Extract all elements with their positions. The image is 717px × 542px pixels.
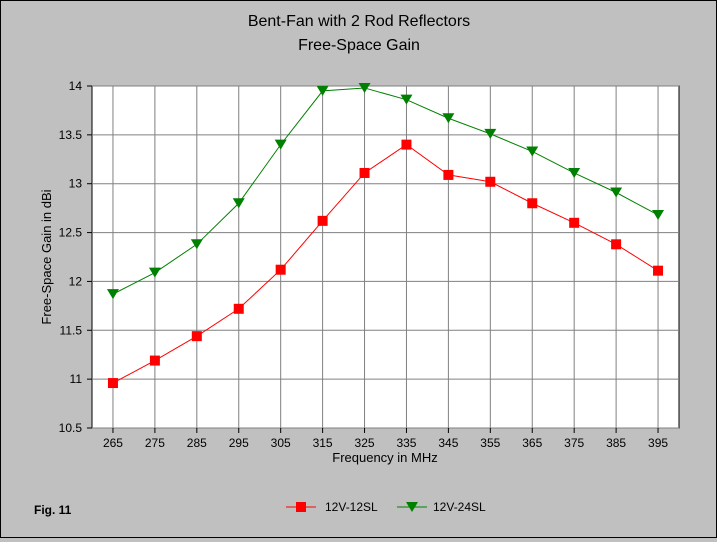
series-layer xyxy=(106,82,665,389)
x-axis-ticks: 265 275 285 295 305 315 325 335 345 355 365 375 385 3… xyxy=(103,428,668,450)
series-0-point-2 xyxy=(191,331,202,342)
series-1-point-6 xyxy=(358,82,371,93)
y-axis-ticks: 10.5 11 11.5 12 12.5 13 13.5 14 xyxy=(59,79,92,435)
series-0-point-3 xyxy=(233,303,244,314)
y-tick-label-1: 11 xyxy=(70,372,83,386)
series-1-point-4 xyxy=(274,139,287,150)
x-tick-label-4: 305 xyxy=(271,436,291,450)
series-0-point-4 xyxy=(275,264,286,275)
x-tick-label-6: 325 xyxy=(355,436,375,450)
legend-marker-1 xyxy=(406,502,418,512)
series-0-point-9 xyxy=(485,176,496,187)
series-0-point-8 xyxy=(443,169,454,180)
chart-title: Bent-Fan with 2 Rod Reflectors xyxy=(248,13,470,30)
legend-marker-0 xyxy=(296,502,306,512)
series-0-point-0 xyxy=(107,378,118,389)
series-1-point-5 xyxy=(316,85,329,96)
y-axis-label: Free-Space Gain in dBi xyxy=(39,189,54,324)
series-1-point-3 xyxy=(232,198,245,209)
series-0-point-11 xyxy=(569,217,580,228)
series-0-point-5 xyxy=(317,215,328,226)
series-line-1 xyxy=(112,87,659,295)
series-line-0 xyxy=(112,144,659,384)
x-tick-label-7: 335 xyxy=(396,436,416,450)
x-tick-label-10: 365 xyxy=(522,436,542,450)
series-1-point-1 xyxy=(148,267,161,278)
x-tick-label-12: 385 xyxy=(606,436,626,450)
y-tick-label-0: 10.5 xyxy=(59,421,83,435)
series-1-point-12 xyxy=(610,187,623,198)
x-tick-label-2: 285 xyxy=(187,436,207,450)
y-tick-label-3: 12 xyxy=(69,274,83,288)
series-1-point-7 xyxy=(400,94,413,105)
y-tick-label-7: 14 xyxy=(69,79,83,93)
plot-area xyxy=(91,85,680,429)
x-tick-label-5: 315 xyxy=(313,436,333,450)
series-0-point-13 xyxy=(653,265,664,276)
series-1-point-9 xyxy=(484,128,497,139)
legend-label-0: 12V-12SL xyxy=(325,500,378,514)
series-1-point-13 xyxy=(652,209,665,220)
chart-subtitle: Free-Space Gain xyxy=(298,37,420,54)
series-1-point-8 xyxy=(442,113,455,124)
x-tick-label-13: 395 xyxy=(648,436,668,450)
x-tick-label-3: 295 xyxy=(229,436,249,450)
x-tick-label-9: 355 xyxy=(480,436,500,450)
series-1-point-2 xyxy=(190,239,203,250)
x-tick-label-8: 345 xyxy=(438,436,458,450)
legend-label-1: 12V-24SL xyxy=(433,500,486,514)
x-tick-label-0: 265 xyxy=(103,436,123,450)
series-1-point-0 xyxy=(106,289,119,300)
legend: 12V-12SL 12V-24SL xyxy=(286,500,486,514)
series-0-point-10 xyxy=(527,198,538,209)
series-0-point-12 xyxy=(611,239,622,250)
y-tick-label-4: 12.5 xyxy=(59,226,83,240)
y-tick-label-2: 11.5 xyxy=(60,323,83,337)
series-0-point-7 xyxy=(401,139,412,150)
grid-lines xyxy=(92,85,679,429)
x-axis-label: Frequency in MHz xyxy=(332,450,437,465)
y-tick-label-6: 13.5 xyxy=(59,128,83,142)
series-1-point-11 xyxy=(568,167,581,178)
series-0-point-1 xyxy=(149,355,160,366)
y-tick-label-5: 13 xyxy=(69,177,83,191)
figure-label: Fig. 11 xyxy=(34,503,72,517)
x-tick-label-11: 375 xyxy=(564,436,584,450)
x-tick-label-1: 275 xyxy=(145,436,165,450)
series-0-point-6 xyxy=(359,167,370,178)
series-1-point-10 xyxy=(526,146,539,157)
